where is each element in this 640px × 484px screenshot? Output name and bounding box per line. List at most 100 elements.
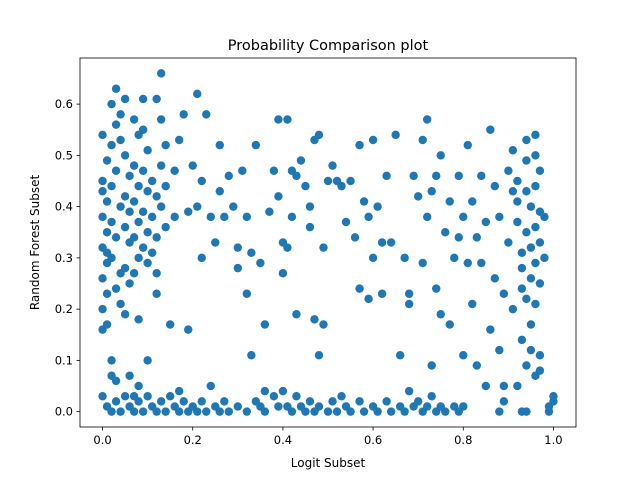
data-point <box>445 320 454 329</box>
x-tick-label: 0.2 <box>184 433 202 447</box>
data-point <box>418 258 427 268</box>
data-point <box>98 274 107 283</box>
data-point <box>179 110 188 119</box>
data-point <box>147 248 157 257</box>
data-point <box>319 243 328 252</box>
data-point <box>468 197 477 206</box>
data-point <box>197 397 206 406</box>
data-point <box>355 397 364 406</box>
data-point <box>404 289 414 298</box>
data-point <box>423 402 432 411</box>
data-point <box>184 325 193 334</box>
data-point <box>508 187 518 196</box>
data-point <box>531 181 540 191</box>
data-point <box>436 310 445 319</box>
data-point <box>341 217 351 227</box>
y-tick-label: 0.4 <box>55 200 73 214</box>
data-point <box>107 356 116 365</box>
data-point <box>111 284 121 293</box>
data-point <box>147 212 157 222</box>
data-point <box>125 279 134 288</box>
data-point <box>116 110 125 119</box>
y-tick-label: 0.0 <box>55 405 73 419</box>
data-point <box>490 274 500 283</box>
data-point <box>120 222 130 232</box>
data-point <box>220 212 229 222</box>
data-point <box>120 151 130 160</box>
data-point <box>247 351 256 360</box>
data-point <box>522 135 531 145</box>
data-point <box>175 407 184 416</box>
data-point <box>161 407 170 416</box>
data-point <box>125 207 134 216</box>
data-point <box>441 407 450 416</box>
data-point <box>143 356 152 365</box>
data-point <box>386 407 396 416</box>
data-point <box>319 320 328 329</box>
data-point <box>116 407 125 416</box>
data-point <box>107 253 116 263</box>
data-point <box>247 248 256 257</box>
data-point <box>355 140 364 150</box>
data-point <box>265 207 274 216</box>
data-point <box>170 166 179 175</box>
y-tick-label: 0.2 <box>55 302 73 316</box>
data-point <box>116 135 125 145</box>
data-point <box>517 248 527 257</box>
data-point <box>242 407 252 416</box>
data-point <box>522 187 531 196</box>
data-point <box>134 315 143 324</box>
data-point <box>468 299 477 309</box>
data-point <box>287 407 297 416</box>
data-point <box>184 207 193 216</box>
data-point <box>364 212 373 222</box>
data-point <box>454 233 463 242</box>
data-point <box>413 397 423 406</box>
data-point <box>269 392 279 401</box>
data-point <box>138 94 148 104</box>
data-point <box>138 407 148 416</box>
data-point <box>197 253 206 263</box>
data-point <box>508 146 518 155</box>
data-point <box>513 176 522 186</box>
data-point <box>368 253 378 263</box>
data-point <box>98 304 107 314</box>
data-point <box>98 176 107 186</box>
data-point <box>477 171 486 181</box>
chart-title: Probability Comparison plot <box>228 38 429 54</box>
data-point <box>323 407 333 416</box>
data-point <box>129 233 139 242</box>
data-point <box>463 258 472 268</box>
data-point <box>400 407 409 416</box>
data-point <box>274 402 283 411</box>
data-point <box>107 99 116 109</box>
data-point <box>386 238 396 247</box>
data-point <box>409 171 418 181</box>
data-point <box>287 212 297 222</box>
data-point <box>274 115 283 124</box>
data-point <box>427 361 436 370</box>
data-point <box>233 402 243 411</box>
data-point <box>134 217 143 227</box>
data-point <box>517 263 527 273</box>
data-point <box>116 202 125 211</box>
y-axis-ticks: 0.0 0.1 0.2 0.3 0.4 0.5 0.6 <box>55 97 80 419</box>
data-point <box>499 397 509 406</box>
data-point <box>188 161 197 170</box>
y-axis-label: Random Forest Subset <box>28 175 42 311</box>
data-point <box>206 212 215 222</box>
data-point <box>175 386 184 396</box>
data-point <box>152 269 161 278</box>
data-point <box>260 407 270 416</box>
x-tick-label: 0.6 <box>364 433 382 447</box>
data-point <box>129 269 139 278</box>
data-point <box>517 284 527 293</box>
data-point <box>152 233 161 242</box>
data-point <box>526 202 536 211</box>
data-point <box>373 407 382 416</box>
data-point <box>125 171 134 181</box>
data-point <box>283 115 292 124</box>
data-point <box>202 110 211 119</box>
data-point <box>526 320 536 329</box>
